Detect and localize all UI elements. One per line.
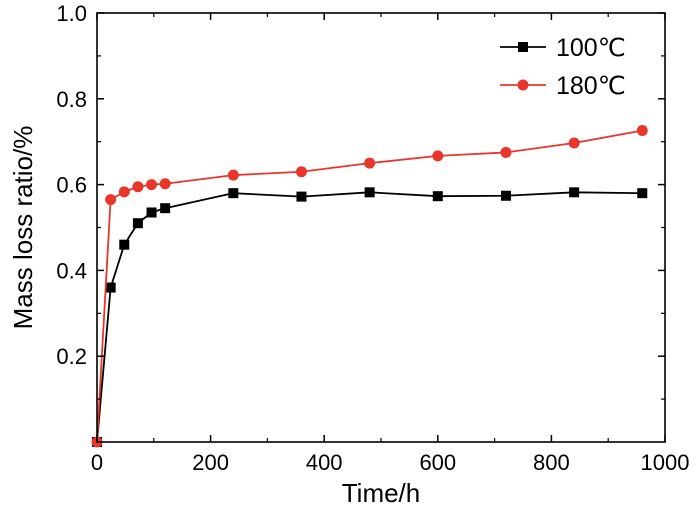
data-point bbox=[296, 191, 307, 202]
data-point bbox=[228, 188, 239, 199]
data-point bbox=[569, 187, 580, 198]
data-point bbox=[105, 194, 117, 206]
x-tick-label: 400 bbox=[306, 450, 343, 475]
y-tick-label: 0.6 bbox=[56, 173, 87, 198]
x-tick-label: 800 bbox=[533, 450, 570, 475]
data-point bbox=[295, 166, 307, 178]
data-point bbox=[500, 146, 512, 158]
x-tick-label: 0 bbox=[91, 450, 103, 475]
x-tick-label: 1000 bbox=[641, 450, 690, 475]
data-point bbox=[364, 187, 375, 198]
data-point bbox=[146, 207, 157, 218]
legend: 100℃ 180℃ bbox=[500, 34, 626, 100]
y-tick-label: 0.8 bbox=[56, 87, 87, 112]
y-tick-label: 1.0 bbox=[56, 1, 87, 26]
series-2 bbox=[91, 125, 648, 448]
plot-area bbox=[91, 125, 648, 448]
x-tick-label: 600 bbox=[419, 450, 456, 475]
y-axis-title: Mass loss ratio/% bbox=[8, 126, 38, 330]
data-point bbox=[432, 191, 443, 202]
data-point bbox=[500, 190, 511, 201]
legend-marker bbox=[518, 42, 528, 52]
series-line bbox=[96, 191, 643, 443]
data-point bbox=[146, 179, 158, 191]
data-point bbox=[637, 188, 648, 199]
data-point bbox=[364, 157, 376, 169]
data-point bbox=[119, 239, 130, 250]
data-point bbox=[568, 137, 580, 149]
data-point bbox=[132, 181, 144, 193]
data-point bbox=[132, 218, 143, 229]
data-point bbox=[160, 203, 171, 214]
data-point bbox=[105, 282, 116, 293]
series-line bbox=[96, 129, 643, 443]
y-tick-label: 0.2 bbox=[56, 344, 87, 369]
x-tick-label: 200 bbox=[192, 450, 229, 475]
y-tick-label: 0.4 bbox=[56, 258, 87, 283]
legend-label: 100℃ bbox=[556, 34, 626, 62]
data-point bbox=[636, 125, 648, 137]
x-axis-title: Time/h bbox=[342, 478, 421, 508]
legend-item: 180℃ bbox=[500, 72, 626, 100]
axes: 0 200 400 600 800 1000 0.2 0.4 0.6 0.8 1.0 bbox=[56, 1, 689, 475]
legend-marker bbox=[517, 79, 529, 91]
data-point bbox=[227, 169, 239, 181]
data-point bbox=[118, 186, 130, 198]
legend-item: 100℃ bbox=[500, 34, 626, 62]
legend-label: 180℃ bbox=[556, 72, 626, 100]
data-point bbox=[432, 150, 444, 162]
data-point bbox=[159, 178, 171, 190]
series-1 bbox=[92, 187, 648, 447]
